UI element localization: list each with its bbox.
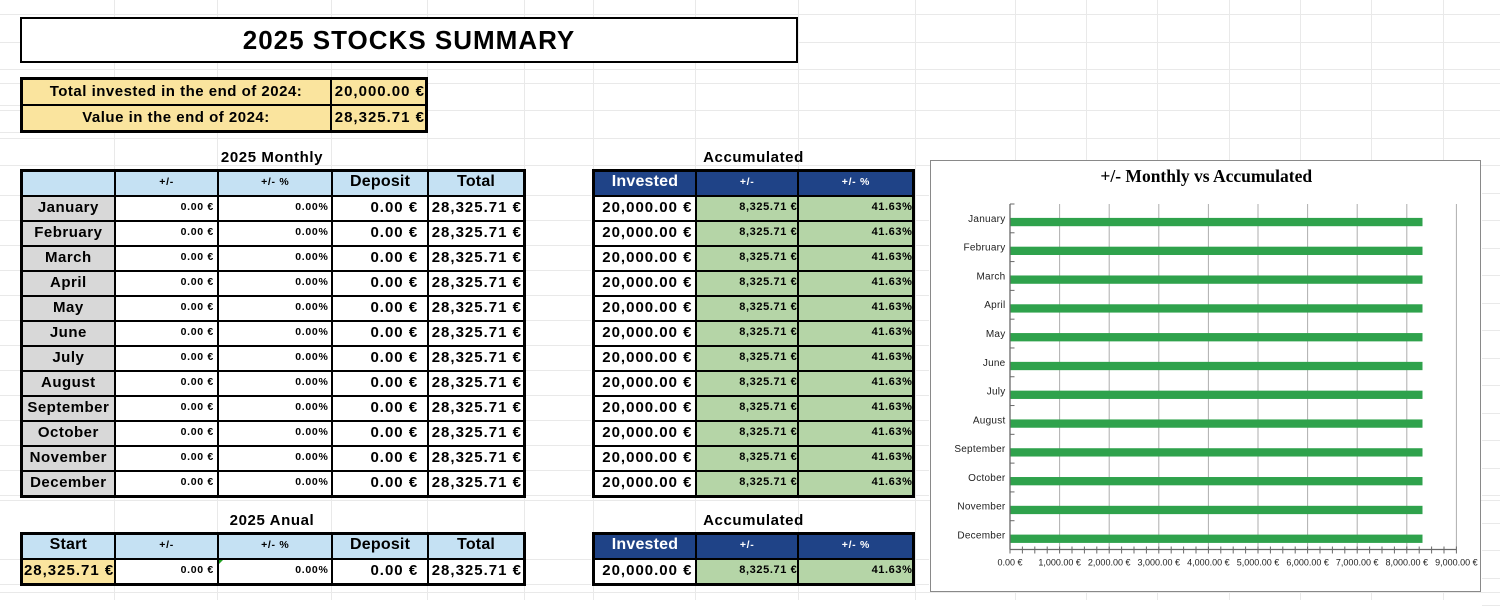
svg-text:3,000.00 €: 3,000.00 €: [1137, 557, 1180, 567]
svg-text:2,000.00 €: 2,000.00 €: [1087, 557, 1130, 567]
svg-text:7,000.00 €: 7,000.00 €: [1335, 557, 1378, 567]
svg-text:September: September: [954, 444, 1006, 455]
svg-text:June: June: [982, 357, 1005, 368]
svg-text:February: February: [963, 242, 1005, 253]
svg-text:0.00 €: 0.00 €: [997, 557, 1022, 567]
svg-text:1,000.00 €: 1,000.00 €: [1038, 557, 1081, 567]
svg-text:4,000.00 €: 4,000.00 €: [1187, 557, 1230, 567]
svg-text:5,000.00 €: 5,000.00 €: [1236, 557, 1279, 567]
svg-text:November: November: [957, 501, 1006, 512]
svg-text:October: October: [968, 472, 1006, 483]
svg-text:January: January: [968, 213, 1005, 224]
svg-text:April: April: [984, 300, 1005, 311]
svg-text:9,000.00 €: 9,000.00 €: [1435, 557, 1478, 567]
svg-text:8,000.00 €: 8,000.00 €: [1385, 557, 1428, 567]
svg-text:December: December: [957, 530, 1006, 541]
svg-text:July: July: [986, 386, 1005, 397]
svg-text:May: May: [985, 328, 1005, 339]
svg-text:March: March: [976, 271, 1005, 282]
svg-text:August: August: [972, 415, 1005, 426]
svg-text:6,000.00 €: 6,000.00 €: [1286, 557, 1329, 567]
